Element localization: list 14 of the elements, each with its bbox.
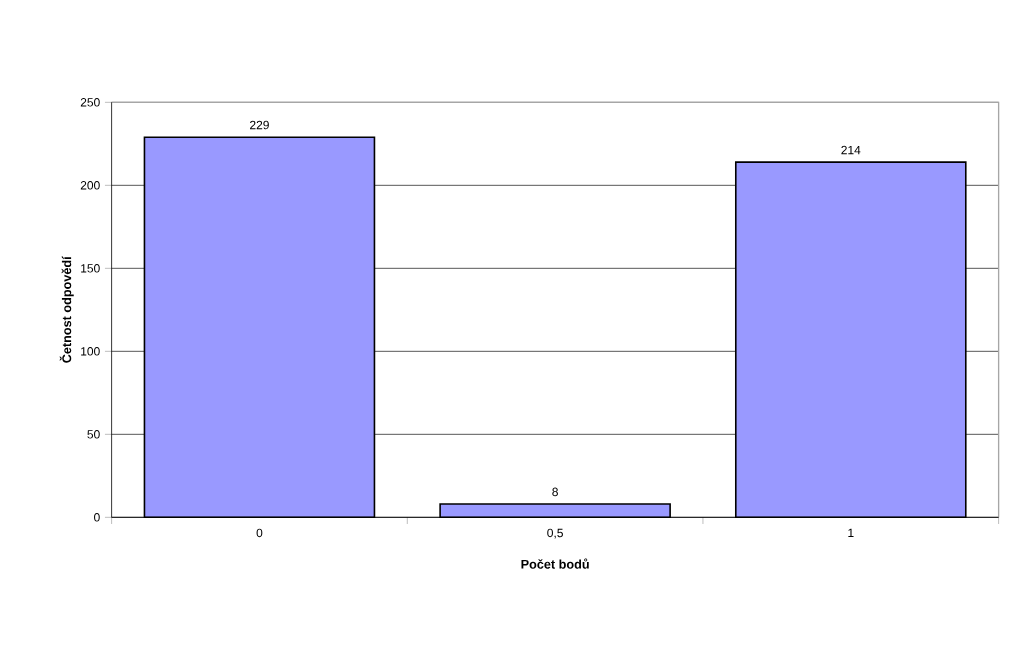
x-tick-label: 1 (848, 528, 854, 537)
y-tick-label: 100 (81, 347, 100, 356)
data-label: 214 (841, 145, 861, 155)
y-tick-label: 50 (87, 430, 100, 439)
data-label: 8 (552, 487, 558, 497)
x-tick-label: 0 (256, 528, 263, 538)
y-tick-label: 250 (80, 98, 100, 107)
y-axis-title: Četnost odpovědí (59, 255, 74, 363)
y-tick-label: 150 (81, 264, 100, 273)
y-tick-label: 200 (80, 181, 100, 190)
x-axis-title: Počet bodů (521, 558, 589, 569)
y-tick-label: 0 (94, 513, 100, 522)
data-label: 229 (250, 120, 269, 130)
x-tick-label: 0,5 (547, 528, 563, 539)
